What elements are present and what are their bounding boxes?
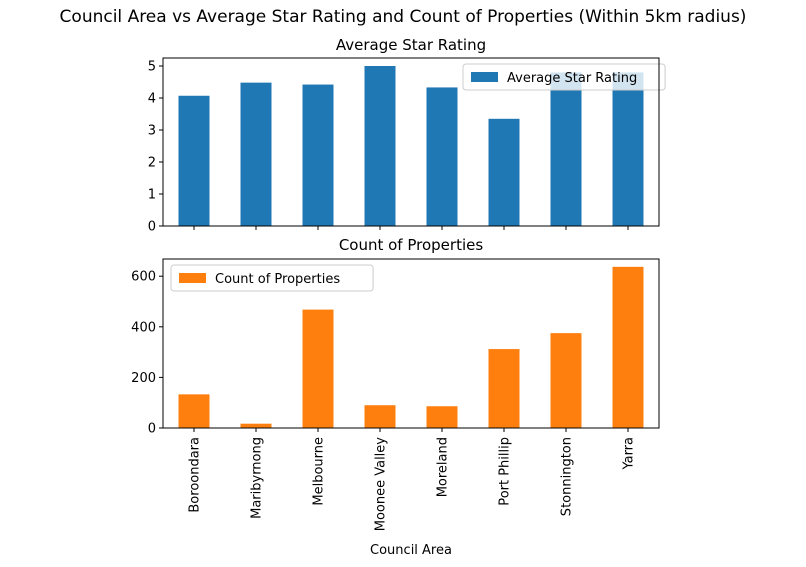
count-of-properties-bar-melbourne [302,309,334,428]
x-tick-label-boroondara: Boroondara [188,437,203,513]
count-of-properties-bar-stonnington [550,333,582,428]
x-tick-label-port-phillip: Port Phillip [498,437,513,506]
average-star-rating-chart: Average Star Rating 0 1 2 3 4 5 Average Star … [148,36,666,235]
figure-title: Council Area vs Average Star Rating and … [60,7,747,27]
average-star-rating-legend-swatch [471,72,498,82]
average-star-rating-bar-port-phillip [488,118,520,226]
average-star-rating-legend-label: Average Star Rating [507,71,637,86]
average-star-rating-y-tick-label: 1 [148,188,156,203]
count-of-properties-legend-label: Count of Properties [215,272,340,287]
average-star-rating-title: Average Star Rating [336,36,486,54]
average-star-rating-bar-yarra [612,72,644,227]
average-star-rating-y-tick-label: 4 [148,92,156,107]
average-star-rating-bar-maribyrnong [240,82,272,226]
count-of-properties-y-tick-label: 400 [131,320,156,335]
count-of-properties-legend-swatch [179,273,206,283]
count-of-properties-bar-moreland [426,406,458,428]
average-star-rating-bar-moreland [426,87,458,226]
x-axis-label: Council Area [370,543,452,558]
x-tick-label-moonee-valley: Moonee Valley [374,437,389,532]
average-star-rating-y-tick-label: 0 [148,220,156,235]
count-of-properties-bar-moonee-valley [364,405,396,428]
average-star-rating-y-tick-label: 2 [148,156,156,171]
average-star-rating-bar-boroondara [178,95,210,226]
x-tick-label-yarra: Yarra [622,437,637,471]
average-star-rating-bar-melbourne [302,84,334,226]
average-star-rating-legend [462,63,666,91]
count-of-properties-chart: Count of Properties 0 200 400 600 Boroondar… [131,236,660,558]
average-star-rating-bar-stonnington [550,72,582,227]
x-tick-label-melbourne: Melbourne [312,437,327,506]
count-of-properties-title: Count of Properties [339,236,484,254]
average-star-rating-y-tick-label: 5 [148,60,156,75]
count-of-properties-bar-maribyrnong [240,423,272,428]
count-of-properties-y-tick-label: 200 [131,371,156,386]
count-of-properties-y-tick-label: 600 [131,270,156,285]
average-star-rating-bar-moonee-valley [364,66,396,226]
x-tick-label-stonnington: Stonnington [560,437,575,516]
count-of-properties-legend [170,264,374,292]
x-tick-label-moreland: Moreland [436,437,451,497]
x-tick-label-maribyrnong: Maribyrnong [250,437,265,519]
count-of-properties-bar-port-phillip [488,349,520,428]
average-star-rating-y-tick-label: 3 [148,124,156,139]
count-of-properties-bar-yarra [612,266,644,428]
count-of-properties-y-tick-label: 0 [148,422,156,437]
count-of-properties-bar-boroondara [178,394,210,428]
average-star-rating-axes-frame [162,57,660,227]
count-of-properties-axes-frame [162,258,660,429]
